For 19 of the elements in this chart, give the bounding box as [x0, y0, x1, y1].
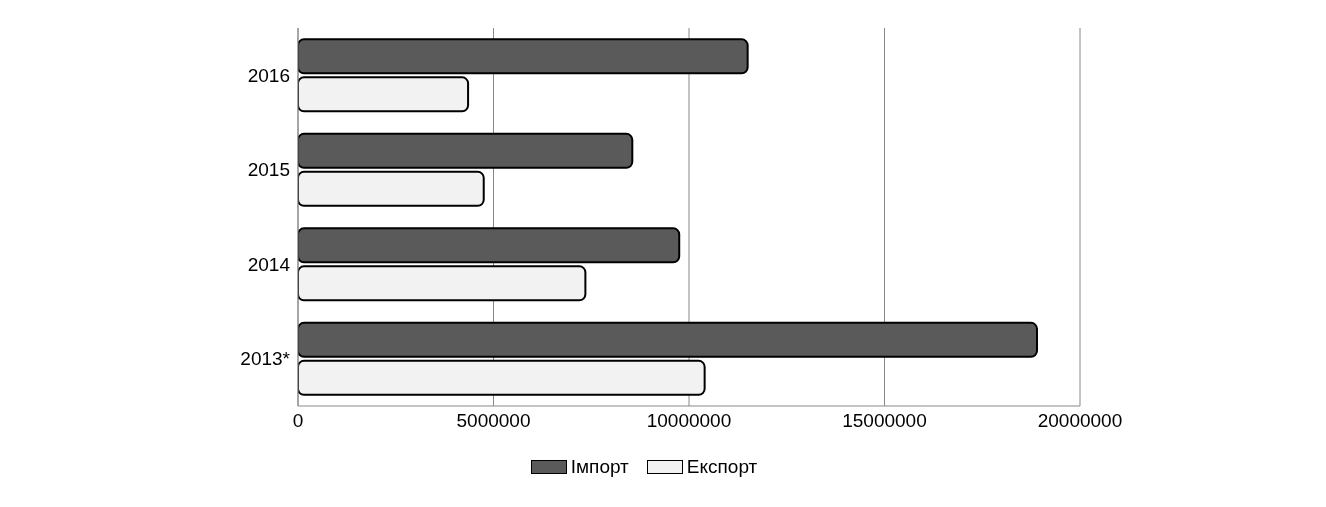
x-tick-label: 5000000: [456, 410, 531, 432]
bar: [298, 359, 706, 396]
x-tick-label: 10000000: [646, 410, 732, 432]
bar: [298, 321, 1038, 358]
bar: [298, 38, 749, 75]
legend-label: Експорт: [686, 456, 758, 478]
bar: [298, 227, 681, 264]
x-tick-label: 20000000: [1037, 410, 1123, 432]
bar: [298, 132, 634, 169]
x-tick-label: 0: [292, 410, 304, 432]
y-tick-label: 2016: [247, 65, 290, 86]
y-tick-label: 2015: [247, 159, 290, 181]
x-tick-label: 15000000: [842, 410, 927, 432]
bar: [298, 170, 485, 207]
bar: [298, 76, 470, 113]
bar: [298, 265, 587, 302]
y-tick-label: 2013*: [240, 348, 291, 370]
y-tick-label: 2014: [247, 253, 291, 275]
legend-label: Імпорт: [570, 456, 629, 478]
